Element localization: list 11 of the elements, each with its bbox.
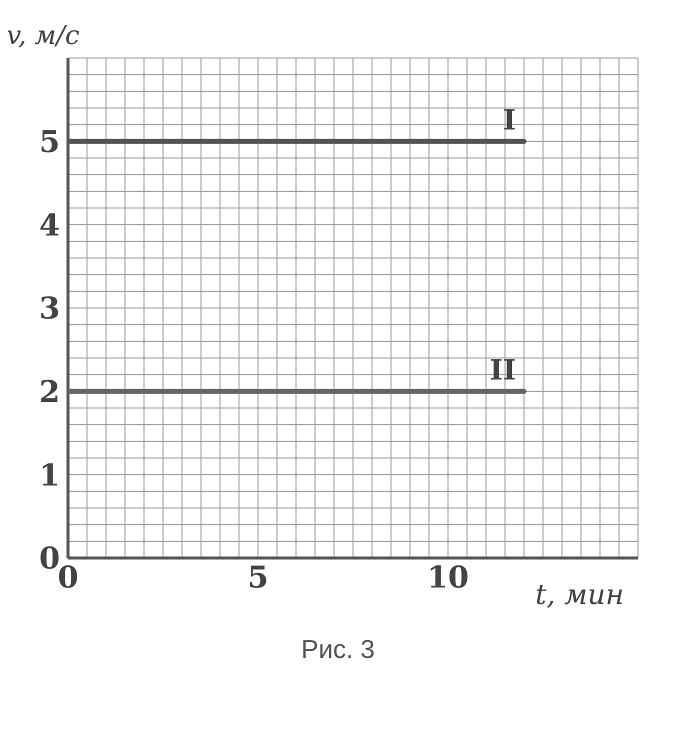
y-tick-label: 2 [39, 374, 60, 410]
y-tick-label: 3 [39, 292, 60, 327]
x-axis-title: t, мин [535, 578, 624, 611]
series-label: I [502, 103, 516, 136]
y-tick-label: 1 [39, 458, 60, 494]
y-tick-label: 4 [39, 208, 60, 244]
x-tick-label: 10 [427, 560, 469, 596]
x-tick-label: 5 [248, 560, 268, 596]
series-label: II [490, 353, 516, 386]
text: Рис. 3 [300, 634, 376, 665]
y-tick-label: 5 [39, 124, 60, 160]
